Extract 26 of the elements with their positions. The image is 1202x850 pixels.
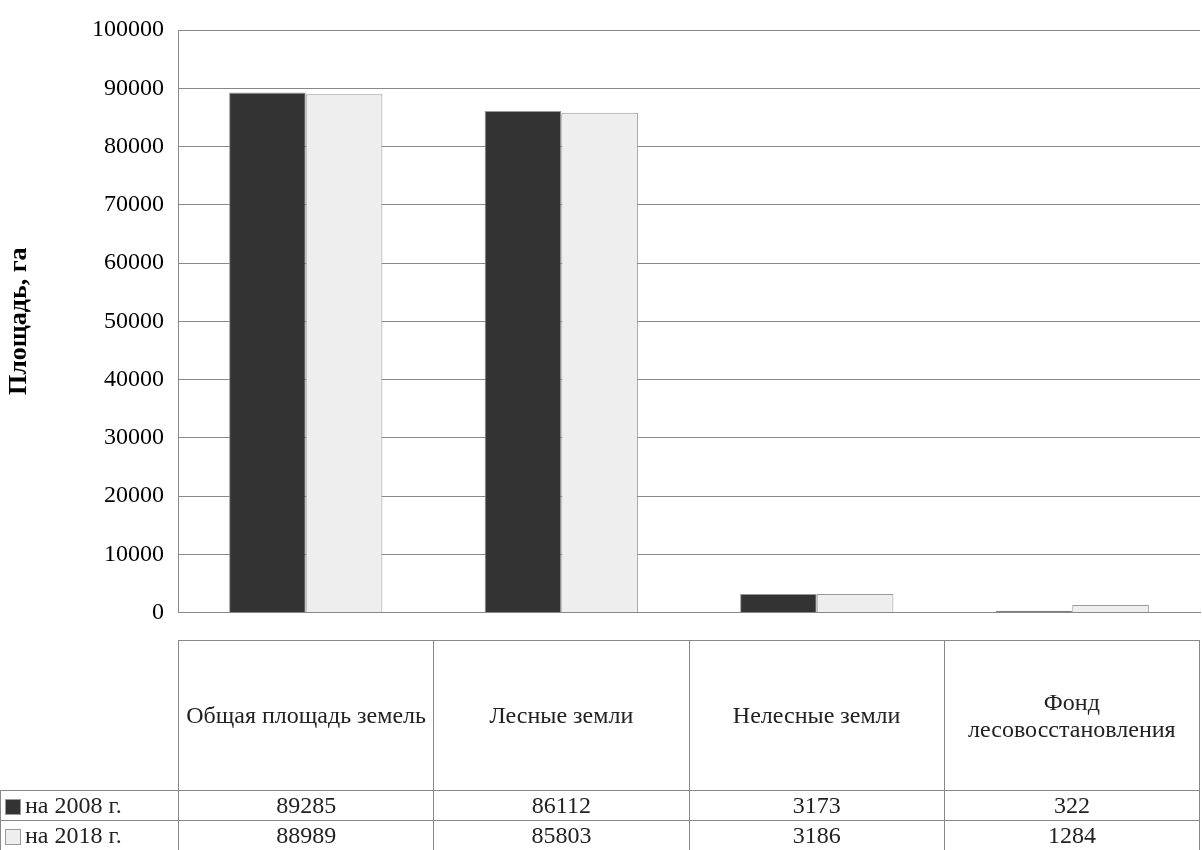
data-label: 3186 bbox=[689, 820, 945, 850]
data-label: 88989 bbox=[178, 820, 434, 850]
y-tick-label: 100000 bbox=[92, 15, 164, 42]
y-axis-title: Площадь, га bbox=[3, 247, 33, 396]
x-tick-label: Нелесные земли bbox=[689, 640, 945, 791]
data-label: 89285 bbox=[178, 790, 434, 821]
legend-label: на 2008 г. bbox=[0, 790, 179, 821]
y-tick-label: 90000 bbox=[104, 73, 164, 100]
y-tick-label: 20000 bbox=[104, 481, 164, 508]
x-tick-label: Лесные земли bbox=[433, 640, 689, 791]
data-label: 3173 bbox=[689, 790, 945, 821]
data-label: 322 bbox=[944, 790, 1200, 821]
x-tick-label: Фонд лесовосстановления bbox=[944, 640, 1200, 791]
y-tick-label: 30000 bbox=[104, 423, 164, 450]
y-tick-label: 50000 bbox=[104, 306, 164, 333]
y-tick-label: 80000 bbox=[104, 131, 164, 158]
y-tick-label: 0 bbox=[152, 597, 164, 624]
x-tick-label: Общая площадь земель bbox=[178, 640, 434, 791]
y-tick-label: 70000 bbox=[104, 190, 164, 217]
y-tick-label: 40000 bbox=[104, 364, 164, 391]
data-label: 86112 bbox=[433, 790, 689, 821]
y-tick-label: 60000 bbox=[104, 248, 164, 275]
data-label: 1284 bbox=[944, 820, 1200, 850]
y-tick-label: 10000 bbox=[104, 539, 164, 566]
data-label: 85803 bbox=[433, 820, 689, 850]
legend-label: на 2018 г. bbox=[0, 820, 179, 850]
